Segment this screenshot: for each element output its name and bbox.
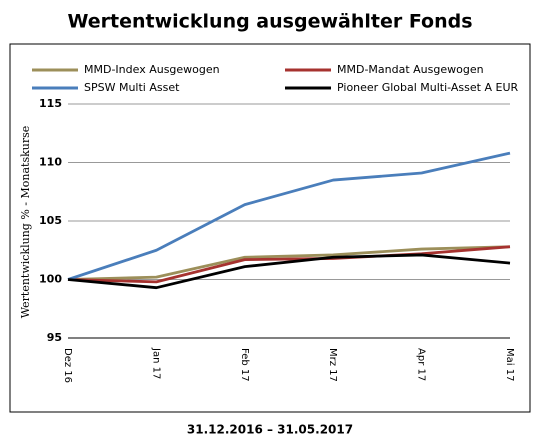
y-tick-label: 105	[39, 214, 62, 227]
x-tick-label: Jan 17	[150, 347, 161, 379]
y-tick-label: 100	[39, 273, 62, 286]
y-tick-label: 95	[47, 331, 62, 344]
series-line	[67, 245, 511, 284]
series-line	[67, 245, 511, 281]
legend-label: MMD-Index Ausgewogen	[84, 63, 220, 76]
chart-frame	[9, 43, 531, 413]
y-tick-label: 110	[39, 156, 62, 169]
series-line	[67, 151, 511, 281]
x-tick-label: Feb 17	[239, 348, 250, 382]
legend-label: SPSW Multi Asset	[84, 81, 180, 94]
chart-subtitle: 31.12.2016 – 31.05.2017	[187, 423, 353, 437]
series-line	[67, 253, 511, 290]
x-tick-label: Apr 17	[416, 348, 427, 381]
x-tick-label: Mrz 17	[327, 348, 338, 382]
chart-title: Wertentwicklung ausgewählter Fonds	[67, 11, 472, 33]
x-tick-label: Dez 16	[62, 348, 73, 383]
legend-label: Pioneer Global Multi-Asset A EUR	[337, 81, 518, 94]
x-tick-label: Mai 17	[504, 348, 515, 381]
y-tick-label: 115	[39, 97, 62, 110]
y-axis-label: Wertentwicklung % - Monatskurse	[19, 126, 32, 319]
legend-label: MMD-Mandat Ausgewogen	[337, 63, 484, 76]
